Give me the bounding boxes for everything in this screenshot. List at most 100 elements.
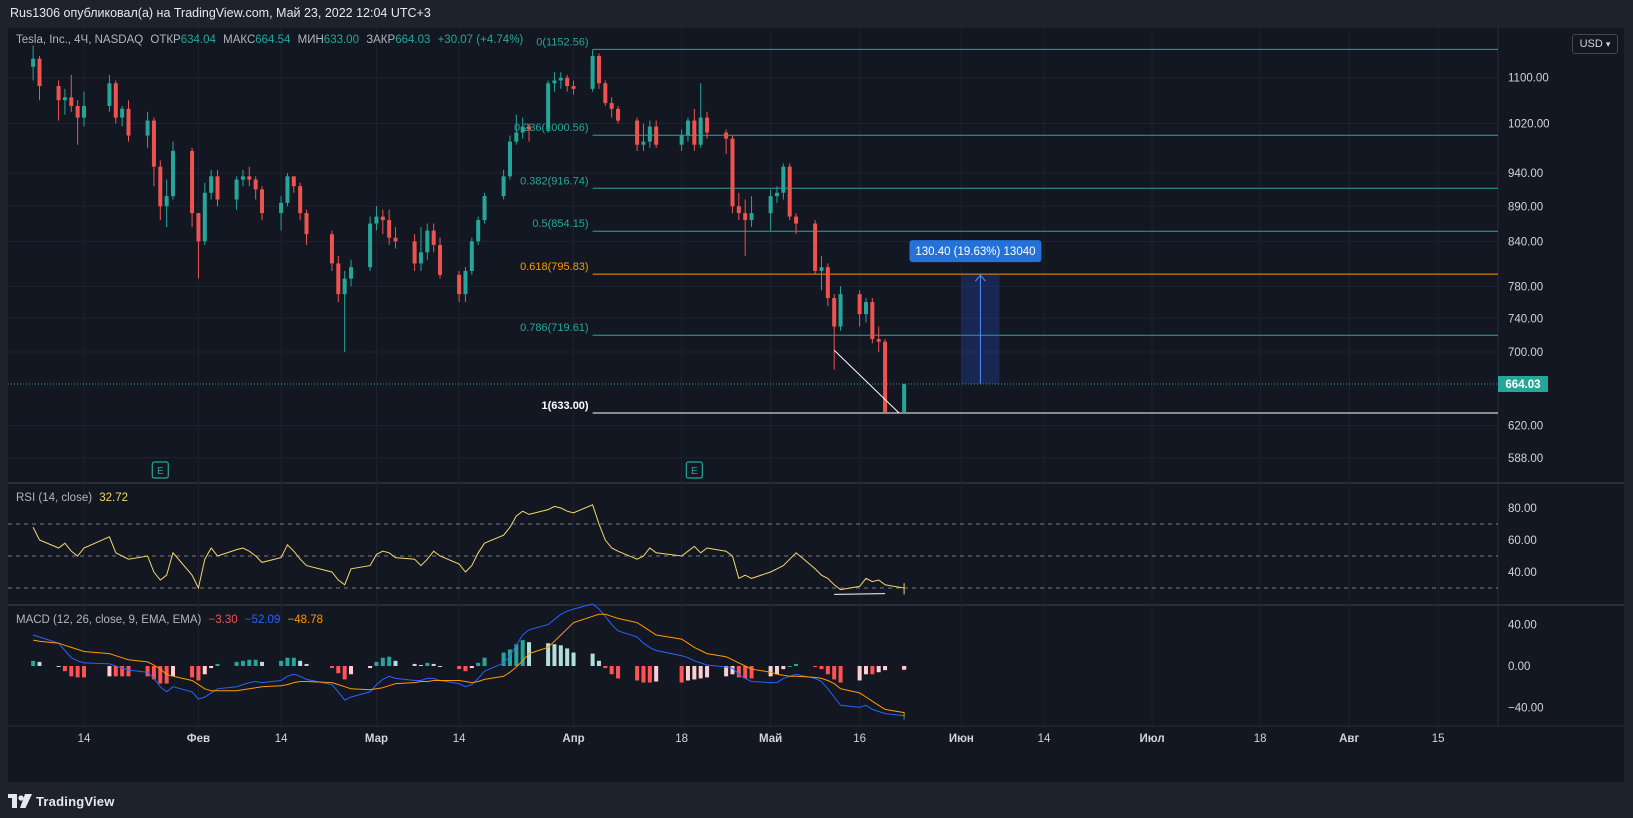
macd-histogram-bar	[260, 661, 265, 666]
macd-histogram-bar	[857, 666, 862, 681]
candle-body	[145, 120, 150, 136]
low-value: 633.00	[323, 34, 359, 46]
tradingview-logo-icon	[8, 794, 32, 808]
candle-body	[329, 234, 334, 264]
macd-label[interactable]: MACD (12, 26, close, 9, EMA, EMA)	[16, 614, 202, 626]
candle	[62, 88, 67, 115]
candle	[781, 163, 786, 200]
candle	[641, 123, 646, 151]
candle	[120, 105, 125, 127]
macd-histogram-bar	[552, 644, 557, 666]
time-axis-label: Апр	[562, 733, 584, 745]
candle	[425, 223, 430, 260]
measure-label: 130.40 (19.63%) 13040	[915, 246, 1035, 258]
candle-body	[565, 77, 570, 87]
candle-body	[368, 223, 373, 268]
candle-body	[813, 223, 818, 271]
rsi-label[interactable]: RSI (14, close)	[16, 492, 93, 504]
fib-level-label: 0.382(916.74)	[520, 175, 589, 187]
macd-histogram-bar	[69, 666, 74, 677]
candle-body	[520, 126, 525, 133]
macd-histogram-bar	[75, 666, 80, 678]
candle	[647, 120, 652, 148]
candle	[196, 213, 201, 279]
candle-body	[438, 244, 443, 275]
open-value: 634.04	[180, 34, 216, 46]
time-axis: 14 Фев 14 Мар 14 Апр 18 Май 16 Июн 14 Июл 18 Авг 15	[78, 733, 1445, 745]
macd-histogram-bar	[202, 666, 207, 675]
candle	[654, 120, 659, 148]
candle	[883, 339, 888, 414]
macd-legend[interactable]: MACD (12, 26, close, 9, EMA, EMA) −3.30 …	[16, 614, 327, 626]
rsi-legend[interactable]: RSI (14, close) 32.72	[16, 492, 132, 504]
candle-body	[431, 230, 436, 245]
candle-body	[285, 176, 290, 203]
measure-label-box	[909, 240, 1042, 263]
candle	[368, 216, 373, 271]
candle-body	[463, 270, 468, 295]
candle	[190, 147, 195, 228]
candle-body	[342, 278, 347, 295]
macd-axis-label: −40.00	[1508, 702, 1544, 714]
candle-body	[641, 141, 646, 145]
macd-histogram-bar	[463, 666, 468, 672]
chart-canvas[interactable]: 0(1152.56) 0.236(1000.56) 0.382(916.74) 0.5…	[8, 28, 1624, 782]
macd-histogram-bar	[838, 666, 843, 683]
candle	[349, 259, 354, 287]
macd-histogram-bar	[736, 666, 741, 678]
candle	[558, 72, 563, 89]
candle	[329, 230, 334, 271]
macd-histogram-bar	[902, 666, 907, 670]
candle	[774, 186, 779, 203]
fib-level-label: 0(1152.56)	[536, 36, 588, 48]
candle	[546, 80, 551, 133]
candle-body	[609, 103, 614, 109]
candle	[469, 237, 474, 275]
macd-histogram-bar	[62, 666, 67, 672]
candle	[787, 163, 792, 221]
macd-line	[32, 603, 905, 720]
chart-area[interactable]: 0(1152.56) 0.236(1000.56) 0.382(916.74) 0.5…	[8, 28, 1624, 782]
candle	[794, 213, 799, 235]
candle-body	[571, 86, 576, 89]
candle	[285, 173, 290, 207]
candle-body	[349, 267, 354, 279]
footer-brand[interactable]: TradingView	[8, 790, 115, 812]
currency-selector[interactable]: USD ▾	[1572, 34, 1618, 54]
candle	[126, 100, 131, 142]
candle-body	[234, 179, 239, 200]
symbol-name[interactable]: Tesla, Inc., 4Ч, NASDAQ	[16, 34, 144, 46]
grid-lines	[8, 28, 1624, 727]
candle	[832, 294, 837, 370]
candle	[679, 129, 684, 151]
candle-body	[635, 120, 640, 145]
macd-histogram-bar	[82, 666, 86, 678]
candle	[151, 117, 156, 187]
candle	[380, 209, 385, 235]
macd-histogram-bar	[151, 666, 156, 680]
candle-body	[507, 141, 512, 177]
candle-body	[215, 176, 220, 200]
candle	[527, 123, 532, 142]
time-axis-label: 14	[1038, 733, 1051, 745]
candle	[387, 209, 392, 245]
macd-histogram-bar	[705, 666, 710, 678]
rsi-value: 32.72	[99, 492, 129, 504]
candle	[902, 383, 907, 414]
candle-body	[336, 263, 341, 295]
candle	[482, 192, 487, 224]
macd-histogram-bar	[863, 666, 868, 675]
candle	[685, 117, 690, 142]
macd-histogram-bar	[279, 660, 284, 666]
macd-histogram-bar	[171, 666, 176, 677]
macd-histogram-bar	[393, 660, 398, 666]
candle	[298, 182, 303, 221]
chart-background	[8, 28, 1624, 782]
candle-body	[247, 176, 252, 180]
change-value: +30.07 (+4.74%)	[437, 34, 524, 46]
symbol-legend[interactable]: Tesla, Inc., 4Ч, NASDAQ ОТКР634.04 МАКС6…	[16, 34, 527, 46]
candle-body	[787, 166, 792, 217]
time-axis-label: 15	[1432, 733, 1445, 745]
candle	[724, 129, 729, 155]
